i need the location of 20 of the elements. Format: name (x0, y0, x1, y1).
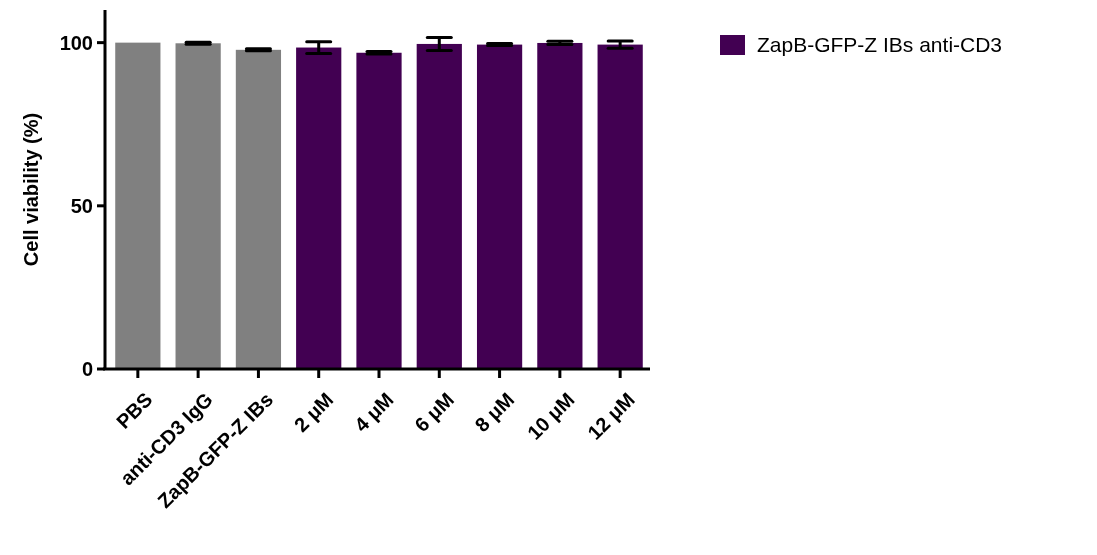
bar (537, 42, 583, 369)
bar (356, 52, 402, 369)
x-tick-label: 4 μM (349, 388, 398, 436)
y-tick-label: 100 (59, 31, 93, 54)
bar (115, 42, 161, 369)
bar (175, 43, 221, 369)
x-tick-label: 2 μM (289, 388, 338, 436)
x-tick-label: 12 μM (583, 388, 639, 444)
bar (235, 49, 282, 369)
x-tick-label: 6 μM (410, 388, 459, 436)
legend-label: ZapB-GFP-Z IBs anti-CD3 (757, 33, 1003, 57)
bar (476, 44, 523, 369)
x-tick-label: 8 μM (470, 388, 519, 436)
bar (597, 44, 643, 369)
y-axis-title: Cell viability (%) (20, 112, 42, 267)
y-tick-label: 0 (81, 358, 93, 380)
bar (416, 43, 462, 369)
bar (296, 47, 342, 369)
y-tick-label: 50 (70, 194, 93, 217)
x-tick-label: 10 μM (522, 388, 579, 444)
